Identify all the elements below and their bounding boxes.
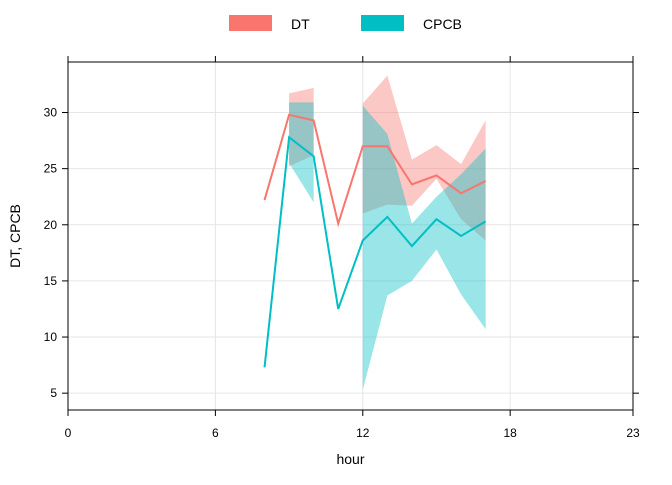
y-tick-label: 10	[44, 330, 58, 344]
legend-label-dt: DT	[291, 16, 310, 32]
y-tick-label: 15	[44, 274, 58, 288]
legend-swatch-dt	[229, 15, 272, 31]
x-tick-label: 6	[212, 426, 219, 440]
y-tick-label: 20	[44, 218, 58, 232]
band-cpcb	[363, 106, 486, 390]
x-axis-label: hour	[336, 451, 364, 467]
x-tick-label: 0	[65, 426, 72, 440]
y-tick-label: 25	[44, 162, 58, 176]
legend: DT CPCB	[229, 15, 462, 32]
axis-ticks: 0 6 12 18 23 5 10 15 20 25 30	[44, 56, 640, 440]
x-tick-label: 12	[356, 426, 370, 440]
legend-label-cpcb: CPCB	[423, 16, 462, 32]
plot-frame	[68, 62, 633, 410]
y-tick-label: 30	[44, 106, 58, 120]
grid	[68, 62, 633, 410]
legend-swatch-cpcb	[361, 15, 404, 31]
x-tick-label: 18	[503, 426, 517, 440]
y-axis-label: DT, CPCB	[7, 204, 23, 268]
y-tick-label: 5	[50, 386, 57, 400]
x-tick-label: 23	[626, 426, 640, 440]
